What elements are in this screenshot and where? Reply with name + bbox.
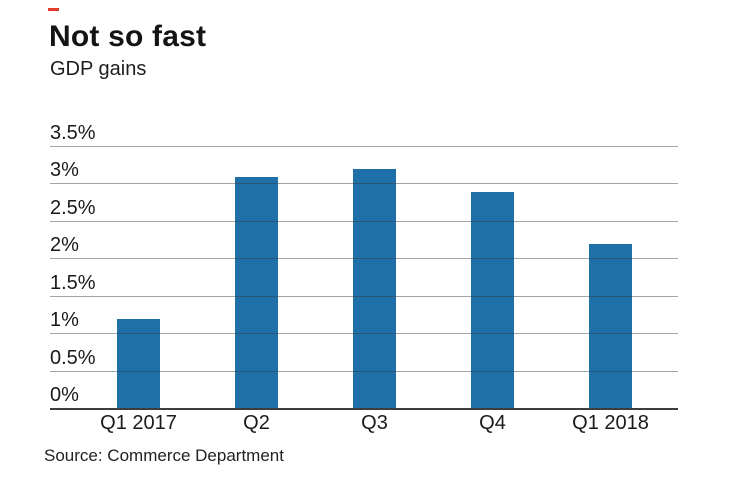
y-axis-tick-label: 1.5% (50, 271, 96, 294)
gridline (50, 145, 678, 147)
x-axis-tick-label: Q3 (361, 412, 388, 434)
gridline (50, 295, 678, 297)
x-axis-tick-label: Q2 (243, 412, 270, 434)
bar-q3 (353, 169, 396, 409)
bar-q2 (235, 176, 278, 409)
bar-q1-2017 (117, 319, 160, 409)
x-axis-labels: Q1 2017 Q2 Q3 Q4 Q1 2018 (50, 413, 678, 437)
chart-title: Not so fast (49, 20, 207, 53)
y-axis-tick-label: 2% (50, 234, 79, 256)
plot-area: 0% 0.5% 1% 1.5% 2% 2.5% 3% 3.5% (50, 109, 678, 410)
gridline (50, 258, 678, 259)
y-axis-tick-label: 2.5% (50, 196, 96, 219)
gridline (50, 183, 678, 184)
y-axis-tick-label: 3% (50, 159, 79, 181)
gridline (50, 333, 678, 334)
bar-q4 (471, 191, 514, 409)
y-axis-tick-label: 0.5% (50, 346, 96, 369)
x-axis-tick-label: Q1 2017 (100, 412, 177, 434)
y-axis-tick-label: 1% (50, 309, 79, 331)
gridline (50, 220, 678, 222)
y-axis-tick-label: 3.5% (50, 121, 96, 144)
source-note: Source: Commerce Department (44, 446, 284, 465)
y-axis-tick-label: 0% (50, 384, 79, 406)
chart-subtitle: GDP gains (50, 58, 147, 80)
brand-accent-dash (48, 8, 59, 11)
gridline (50, 370, 678, 372)
x-axis-baseline (50, 408, 678, 410)
bar-q1-2018 (589, 244, 632, 409)
x-axis-tick-label: Q4 (479, 412, 506, 434)
x-axis-tick-label: Q1 2018 (572, 412, 649, 434)
